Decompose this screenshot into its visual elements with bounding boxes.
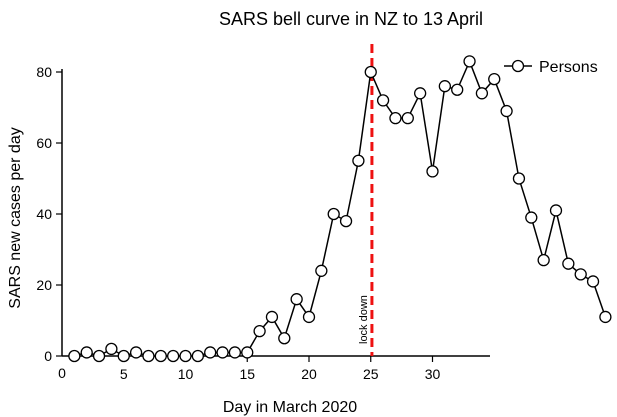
- chart-title: SARS bell curve in NZ to 13 April: [219, 9, 483, 29]
- y-axis-label: SARS new cases per day: [7, 127, 24, 308]
- y-tick-label: 80: [36, 64, 52, 80]
- data-point: [142, 349, 155, 363]
- data-point: [290, 293, 303, 306]
- data-point: [179, 349, 192, 363]
- data-point: [463, 55, 476, 68]
- lockdown-label: lock down: [358, 295, 370, 344]
- data-point: [413, 87, 427, 100]
- series-line: [74, 59, 607, 357]
- data-point: [475, 87, 489, 100]
- data-point: [586, 275, 600, 288]
- data-point: [376, 94, 390, 107]
- data-point: [352, 154, 365, 167]
- data-point: [253, 324, 266, 338]
- x-tick-label: 0: [58, 365, 66, 381]
- data-point: [327, 207, 340, 221]
- data-point: [451, 83, 464, 96]
- data-point: [438, 80, 452, 93]
- data-point: [68, 349, 81, 363]
- data-point: [204, 346, 217, 359]
- data-point: [339, 214, 353, 228]
- data-point: [525, 211, 538, 224]
- data-point: [488, 72, 501, 86]
- data-point: [549, 204, 563, 217]
- axes: 0 20 40 60 80 0 5 10 15 20 25 30: [36, 64, 490, 382]
- data-point: [364, 65, 377, 79]
- data-point: [562, 257, 575, 270]
- series-group: [68, 55, 612, 363]
- data-point: [216, 346, 229, 359]
- x-tick-label: 30: [425, 366, 441, 382]
- data-point: [426, 165, 439, 178]
- x-axis-label: Day in March 2020: [223, 399, 357, 416]
- data-point: [278, 332, 291, 345]
- x-tick-label: 5: [120, 366, 128, 382]
- data-point: [500, 104, 513, 118]
- data-point: [302, 310, 316, 324]
- data-point: [241, 346, 254, 359]
- data-point: [599, 310, 612, 324]
- x-tick-label: 10: [178, 366, 194, 382]
- data-point: [537, 253, 550, 267]
- legend-label: Persons: [539, 59, 598, 76]
- data-point: [80, 346, 93, 359]
- data-point: [389, 112, 402, 125]
- data-point: [166, 349, 180, 363]
- data-point: [92, 349, 106, 363]
- data-point: [315, 264, 328, 277]
- data-point: [154, 349, 167, 363]
- y-tick-label: 20: [36, 277, 52, 293]
- y-tick-label: 60: [36, 135, 52, 151]
- data-point: [574, 268, 587, 281]
- data-point: [228, 346, 242, 359]
- lockdown-line-group: lock down: [358, 44, 374, 356]
- legend: Persons: [504, 59, 598, 76]
- y-tick-label: 40: [36, 206, 52, 222]
- x-tick-label: 20: [301, 366, 317, 382]
- x-tick-label: 15: [239, 366, 255, 382]
- data-point: [117, 349, 130, 363]
- data-point: [191, 349, 205, 363]
- y-tick-label: 0: [44, 348, 52, 364]
- x-tick-label: 25: [363, 366, 379, 382]
- data-point: [401, 112, 414, 125]
- data-point: [265, 310, 279, 324]
- legend-marker: [511, 59, 525, 73]
- data-point: [512, 172, 526, 185]
- data-point: [129, 346, 143, 359]
- data-point: [105, 342, 118, 356]
